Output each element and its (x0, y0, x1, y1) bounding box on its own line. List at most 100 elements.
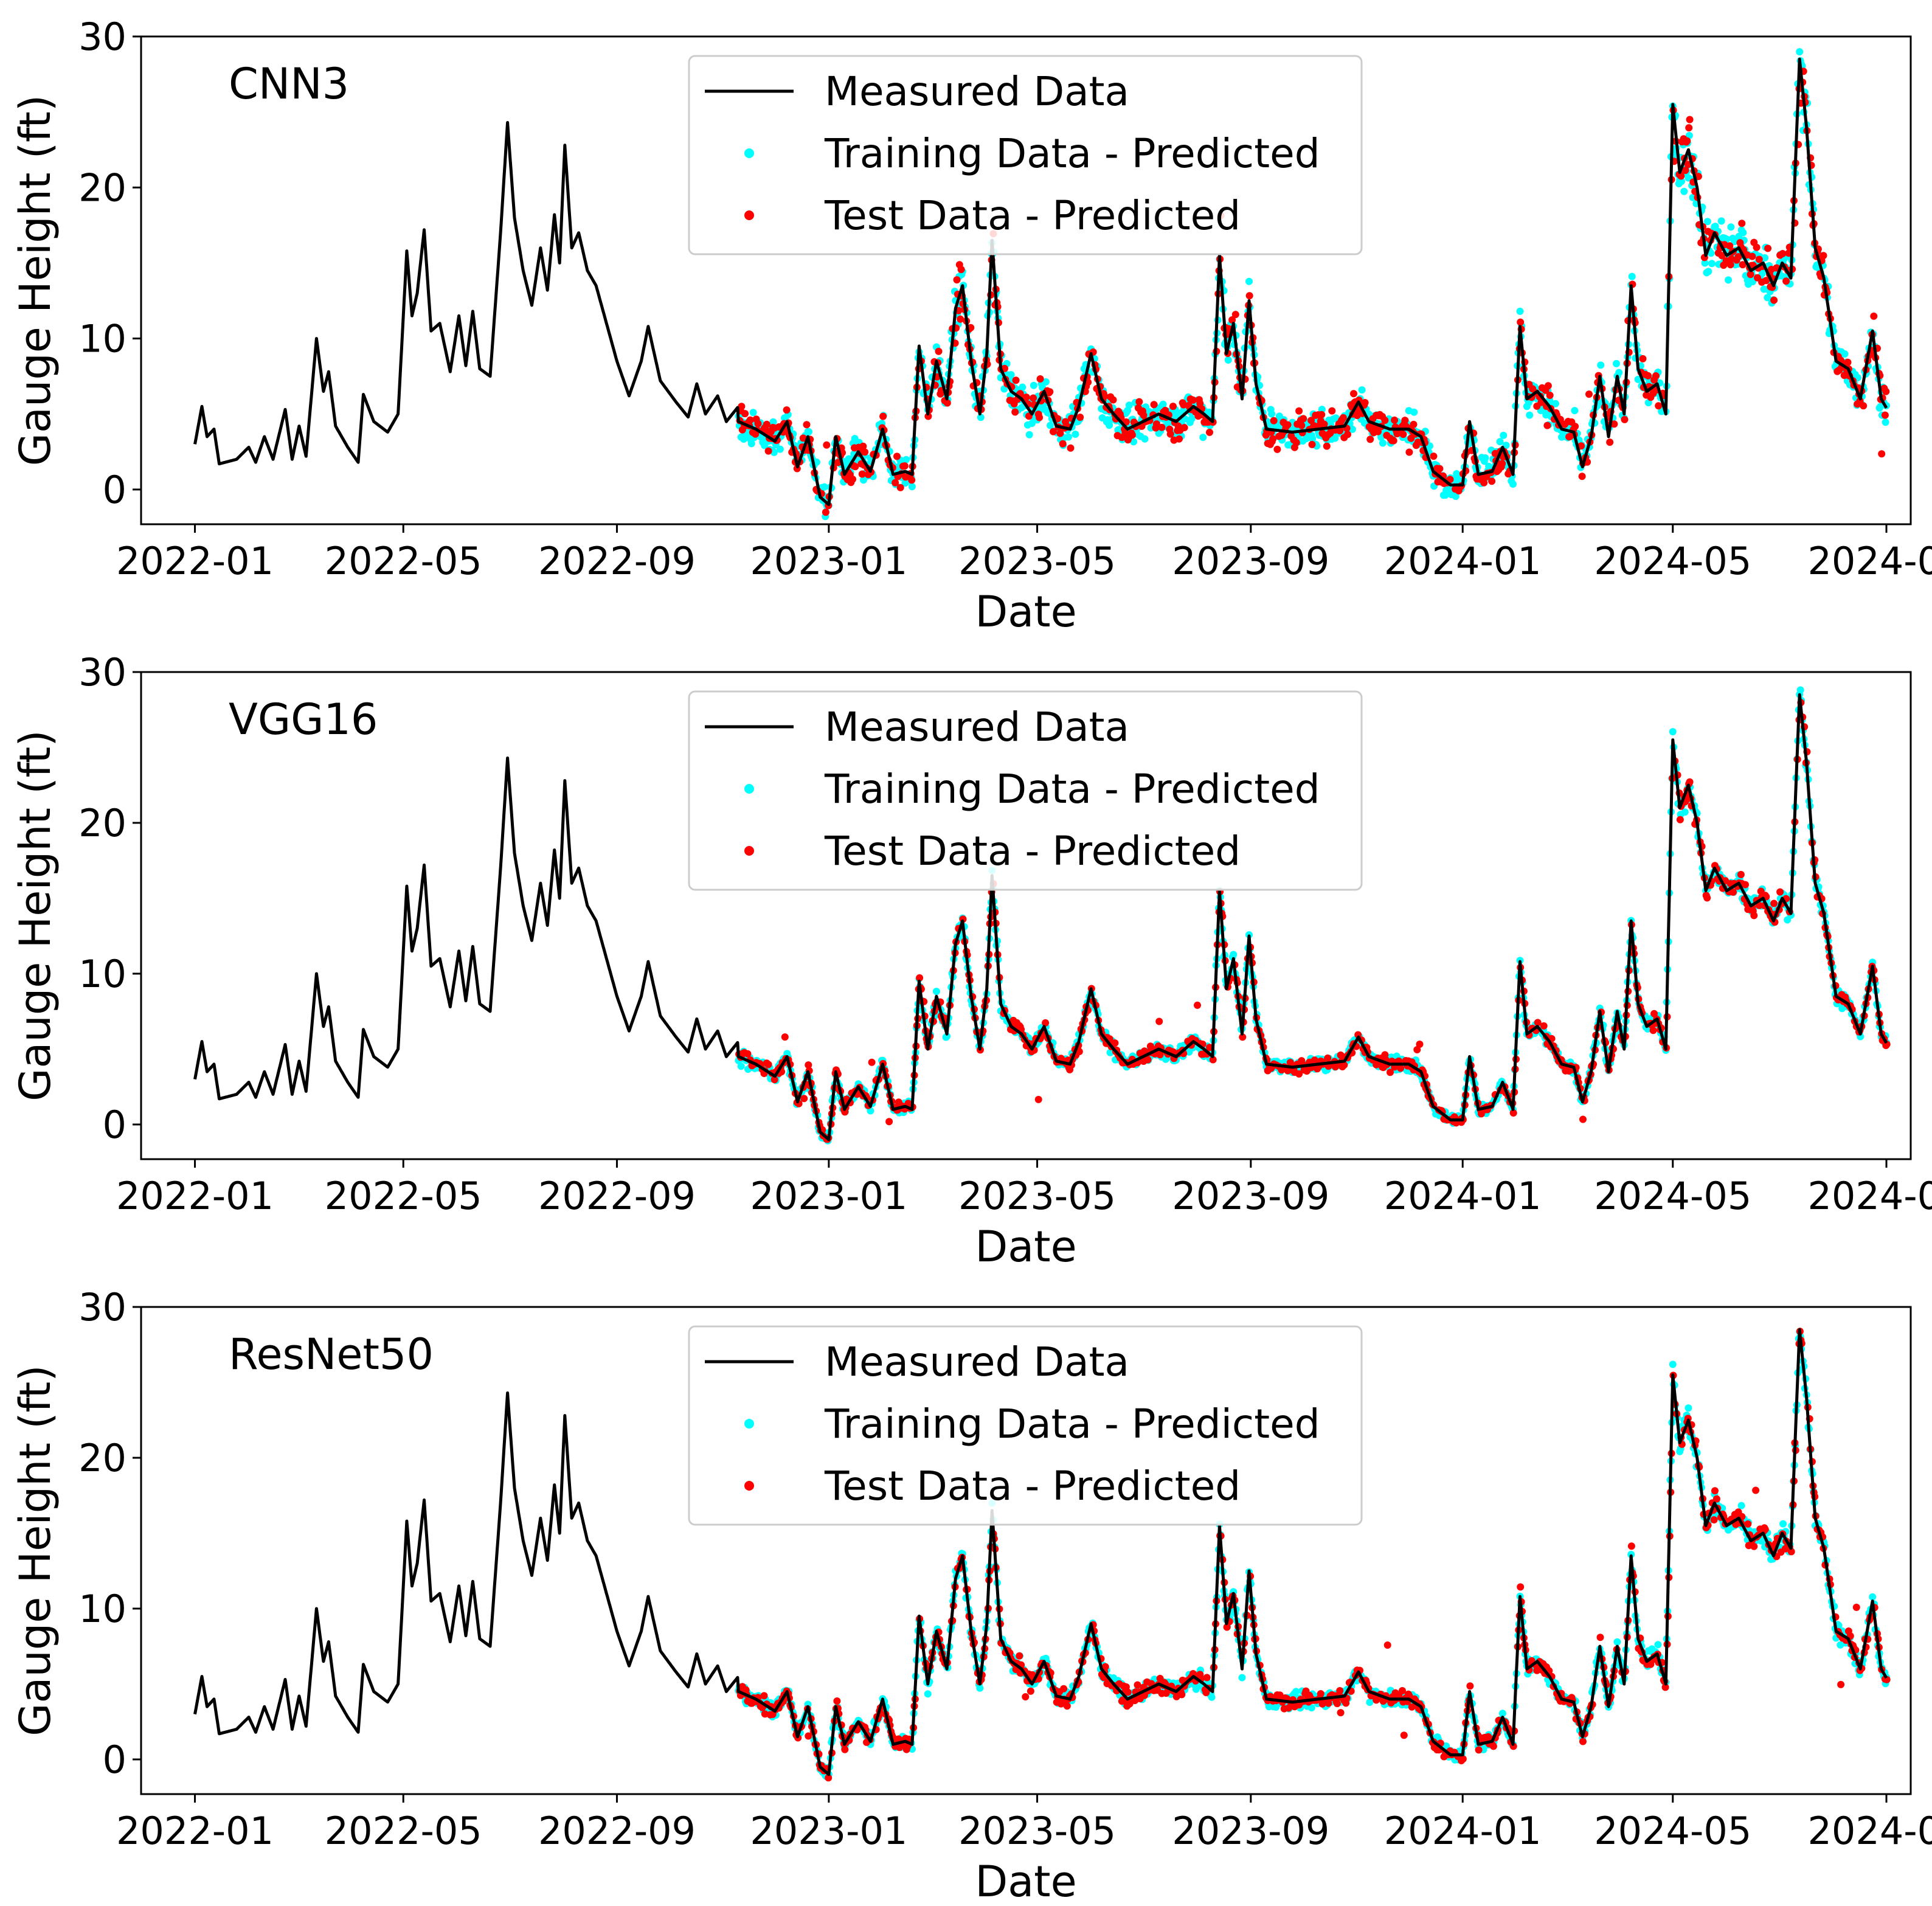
x-tick-label: 2022-09 (538, 1174, 696, 1218)
test-point (953, 276, 961, 284)
test-point (1366, 435, 1374, 443)
training-point (820, 483, 828, 491)
test-point (1436, 465, 1444, 473)
test-point (1770, 296, 1778, 304)
training-point (1042, 378, 1050, 386)
test-point (1295, 407, 1303, 415)
test-point (1694, 173, 1702, 181)
test-point (1169, 403, 1177, 411)
training-point (1500, 431, 1508, 439)
test-point (1718, 252, 1726, 260)
test-point (1109, 396, 1117, 404)
test-point (1681, 167, 1689, 175)
training-point (1796, 686, 1804, 694)
test-point (1175, 435, 1183, 443)
test-point (1762, 277, 1770, 285)
training-point (1130, 438, 1138, 446)
test-point (1639, 355, 1647, 362)
test-point (1158, 423, 1166, 431)
training-point (1717, 217, 1725, 225)
test-point (1059, 440, 1067, 448)
training-point (1725, 276, 1733, 284)
plot-area (193, 48, 1890, 521)
training-point (1199, 434, 1207, 442)
training-point (1125, 401, 1133, 409)
test-point (741, 410, 749, 418)
training-point (1318, 406, 1326, 414)
y-tick-label: 20 (78, 165, 126, 210)
training-point (1705, 268, 1712, 276)
training-point (1680, 187, 1688, 195)
test-point (1140, 411, 1148, 419)
test-point (1292, 438, 1300, 446)
test-point (1011, 408, 1019, 416)
training-point (1230, 951, 1238, 958)
test-point (1135, 398, 1143, 406)
training-point (1552, 400, 1559, 407)
x-tick-label: 2024-01 (1384, 1174, 1542, 1218)
y-tick-label: 0 (103, 1103, 126, 1147)
test-point (1748, 252, 1756, 260)
legend-training-marker (744, 784, 754, 794)
model-label: VGG16 (229, 695, 378, 744)
test-point (1782, 277, 1790, 285)
training-point (1141, 435, 1149, 443)
test-point (1655, 402, 1663, 410)
training-point (1628, 272, 1636, 280)
model-label: CNN3 (229, 59, 349, 109)
test-point (764, 447, 772, 455)
training-point (1047, 421, 1054, 429)
legend-entry: Test Data - Predicted (824, 192, 1241, 239)
y-tick-label: 30 (78, 650, 126, 695)
test-point (859, 442, 867, 450)
test-point (1206, 428, 1213, 436)
test-point (1685, 124, 1693, 132)
training-point (1019, 383, 1027, 391)
test-point (1022, 393, 1030, 401)
test-point (783, 406, 791, 414)
y-tick-label: 20 (78, 801, 126, 845)
y-axis-label: Gauge Height (ft) (10, 730, 60, 1101)
measured-data-line (193, 57, 1888, 507)
training-point (1028, 420, 1036, 427)
x-tick-label: 2023-05 (958, 539, 1116, 583)
test-point (1166, 430, 1174, 438)
training-point (737, 1062, 745, 1070)
test-point (1739, 261, 1747, 269)
training-point (1708, 260, 1716, 268)
test-point (1571, 423, 1579, 431)
test-point (957, 266, 965, 274)
test-point (861, 448, 869, 456)
test-point (822, 508, 829, 516)
y-tick-label: 10 (78, 317, 126, 361)
training-point (1065, 433, 1072, 441)
test-point (1543, 421, 1551, 429)
training-point (1159, 400, 1167, 408)
test-point (893, 452, 901, 460)
test-point (896, 483, 904, 491)
test-point (1012, 376, 1020, 384)
training-point (1245, 277, 1253, 285)
test-point (1318, 411, 1326, 418)
test-point (1180, 424, 1188, 432)
test-point (1284, 421, 1292, 429)
test-point (1747, 271, 1754, 279)
test-point (1738, 220, 1746, 227)
training-point (749, 409, 757, 417)
x-tick-label: 2022-01 (116, 539, 274, 583)
test-point (1076, 414, 1084, 421)
training-point (908, 483, 916, 491)
test-point (1036, 414, 1044, 421)
test-point (1770, 899, 1778, 907)
x-axis-label: Date (975, 587, 1076, 637)
test-point (858, 470, 866, 478)
training-point (1761, 254, 1769, 262)
test-point (1726, 242, 1734, 250)
test-point (1034, 1095, 1042, 1103)
test-point (764, 1061, 772, 1069)
training-point (770, 448, 778, 456)
x-tick-label: 2022-09 (538, 539, 696, 583)
x-tick-label: 2024-09 (1807, 1174, 1932, 1218)
axes-frame (140, 35, 1912, 525)
